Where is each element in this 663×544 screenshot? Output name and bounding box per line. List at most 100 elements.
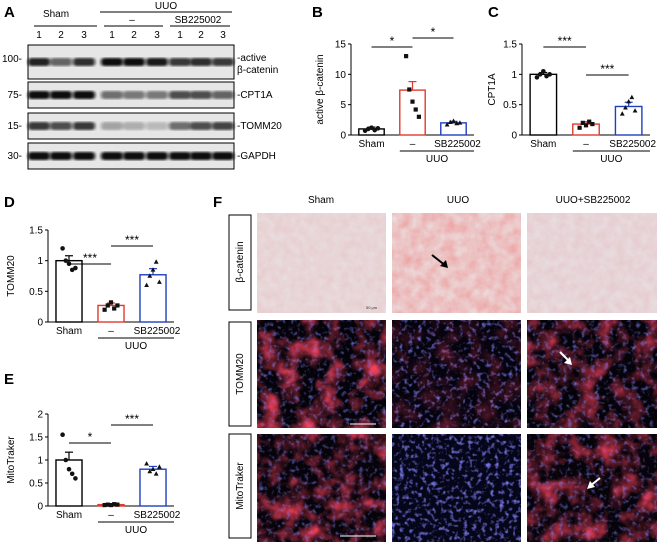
data-point xyxy=(153,259,159,264)
sig-label: *** xyxy=(600,62,614,76)
data-point xyxy=(407,87,412,92)
blot-protein-label-2: β-catenin xyxy=(237,65,278,76)
data-point xyxy=(63,457,69,463)
blot-protein-label: -CPT1A xyxy=(237,90,273,101)
y-tick-label: 15 xyxy=(335,40,347,51)
x-label-drug: SB225002 xyxy=(134,510,181,521)
data-point xyxy=(457,120,463,125)
sig-label: * xyxy=(390,34,395,48)
blot-mw-marker: 15- xyxy=(8,121,22,132)
data-point xyxy=(112,502,117,507)
sig-label: *** xyxy=(125,412,139,426)
panel-b: B 0 5 10 15 active β-catenin Sham – SB225002 UUO… xyxy=(312,4,481,165)
blot-band xyxy=(212,58,234,66)
data-point xyxy=(632,108,638,113)
sig-label: *** xyxy=(558,34,572,48)
data-point xyxy=(410,99,415,104)
panel-a-letter: A xyxy=(4,4,15,21)
panel-d-letter: D xyxy=(4,194,15,211)
data-point xyxy=(115,502,120,507)
micro-bcat-uuo xyxy=(392,213,521,313)
micro-bcat-uuo-sb xyxy=(527,213,657,313)
data-point xyxy=(66,466,72,472)
blot-band xyxy=(169,152,191,160)
col-label-uuo-sb: UUO+SB225002 xyxy=(556,195,631,206)
row-label-tomm20: TOMM20 xyxy=(235,353,246,395)
blot-band xyxy=(123,91,145,99)
x-label-uuo: UUO xyxy=(600,154,622,165)
x-label-dash: – xyxy=(108,510,114,521)
micro-tomm20-sham xyxy=(257,320,386,428)
x-label-drug: SB225002 xyxy=(434,139,481,150)
lane-number: 1 xyxy=(177,30,183,41)
blot-band xyxy=(190,58,212,66)
data-point xyxy=(375,126,381,131)
blot-band xyxy=(212,152,234,160)
data-point xyxy=(112,306,117,311)
lane-number: 3 xyxy=(81,30,87,41)
data-point xyxy=(577,125,582,130)
blot-dash: – xyxy=(129,15,135,26)
y-tick-label: 1 xyxy=(511,70,517,81)
bar xyxy=(97,304,125,323)
data-point xyxy=(413,107,418,112)
blot-band xyxy=(28,152,50,160)
lane-number: 3 xyxy=(220,30,226,41)
panel-b-letter: B xyxy=(312,4,323,21)
blot-band xyxy=(169,91,191,99)
data-point xyxy=(102,502,107,508)
x-label-sham: Sham xyxy=(56,510,82,521)
y-tick-label: 1.5 xyxy=(29,433,43,444)
data-point xyxy=(369,125,374,131)
blot-band xyxy=(50,122,72,130)
data-point xyxy=(73,476,78,481)
bar xyxy=(55,459,83,507)
data-point xyxy=(626,99,632,104)
y-tick-label: 0.5 xyxy=(503,100,517,111)
blot-uuo-label: UUO xyxy=(155,1,177,12)
data-point xyxy=(629,94,635,100)
y-tick-label: 10 xyxy=(335,70,347,81)
y-tick-label: 1 xyxy=(37,256,43,267)
micro-mito-sham xyxy=(257,434,386,542)
x-label-sham: Sham xyxy=(56,326,82,337)
bar xyxy=(529,73,558,136)
blot-band xyxy=(146,122,168,130)
blot-mw-marker: 30- xyxy=(8,151,22,162)
sig-label: * xyxy=(88,430,93,444)
bar xyxy=(139,274,167,323)
blot-band xyxy=(101,152,123,160)
data-point xyxy=(447,119,453,125)
y-tick-label: 5 xyxy=(340,100,346,111)
x-label-dash: – xyxy=(583,139,589,150)
y-axis-label: TOMM20 xyxy=(6,255,17,297)
blot-band xyxy=(28,122,50,130)
blot-band xyxy=(123,58,145,66)
blot-band xyxy=(190,91,212,99)
bar xyxy=(55,259,83,323)
data-point xyxy=(590,121,595,127)
blot-band xyxy=(73,91,95,99)
blot-band xyxy=(169,122,191,130)
blot-protein-label: -TOMM20 xyxy=(237,121,282,132)
blot-sham-label: Sham xyxy=(43,9,69,20)
data-point xyxy=(63,258,69,263)
x-label-sham: Sham xyxy=(358,139,384,150)
lane-number: 1 xyxy=(109,30,115,41)
y-axis-label: active β-catenin xyxy=(315,54,326,124)
data-point xyxy=(105,502,110,507)
panel-e-letter: E xyxy=(4,371,14,388)
data-point xyxy=(583,123,589,128)
blot-band xyxy=(123,152,145,160)
blot-band xyxy=(212,91,234,99)
blot-band xyxy=(101,122,123,130)
y-axis-label: CPT1A xyxy=(487,73,498,106)
lane-number: 2 xyxy=(131,30,137,41)
blot-band xyxy=(190,152,212,160)
arrow-head-icon xyxy=(587,481,595,489)
data-point xyxy=(147,273,153,278)
data-point xyxy=(541,69,546,74)
row-box-bcat xyxy=(228,214,252,311)
blot-mw-marker: 100- xyxy=(2,54,22,65)
